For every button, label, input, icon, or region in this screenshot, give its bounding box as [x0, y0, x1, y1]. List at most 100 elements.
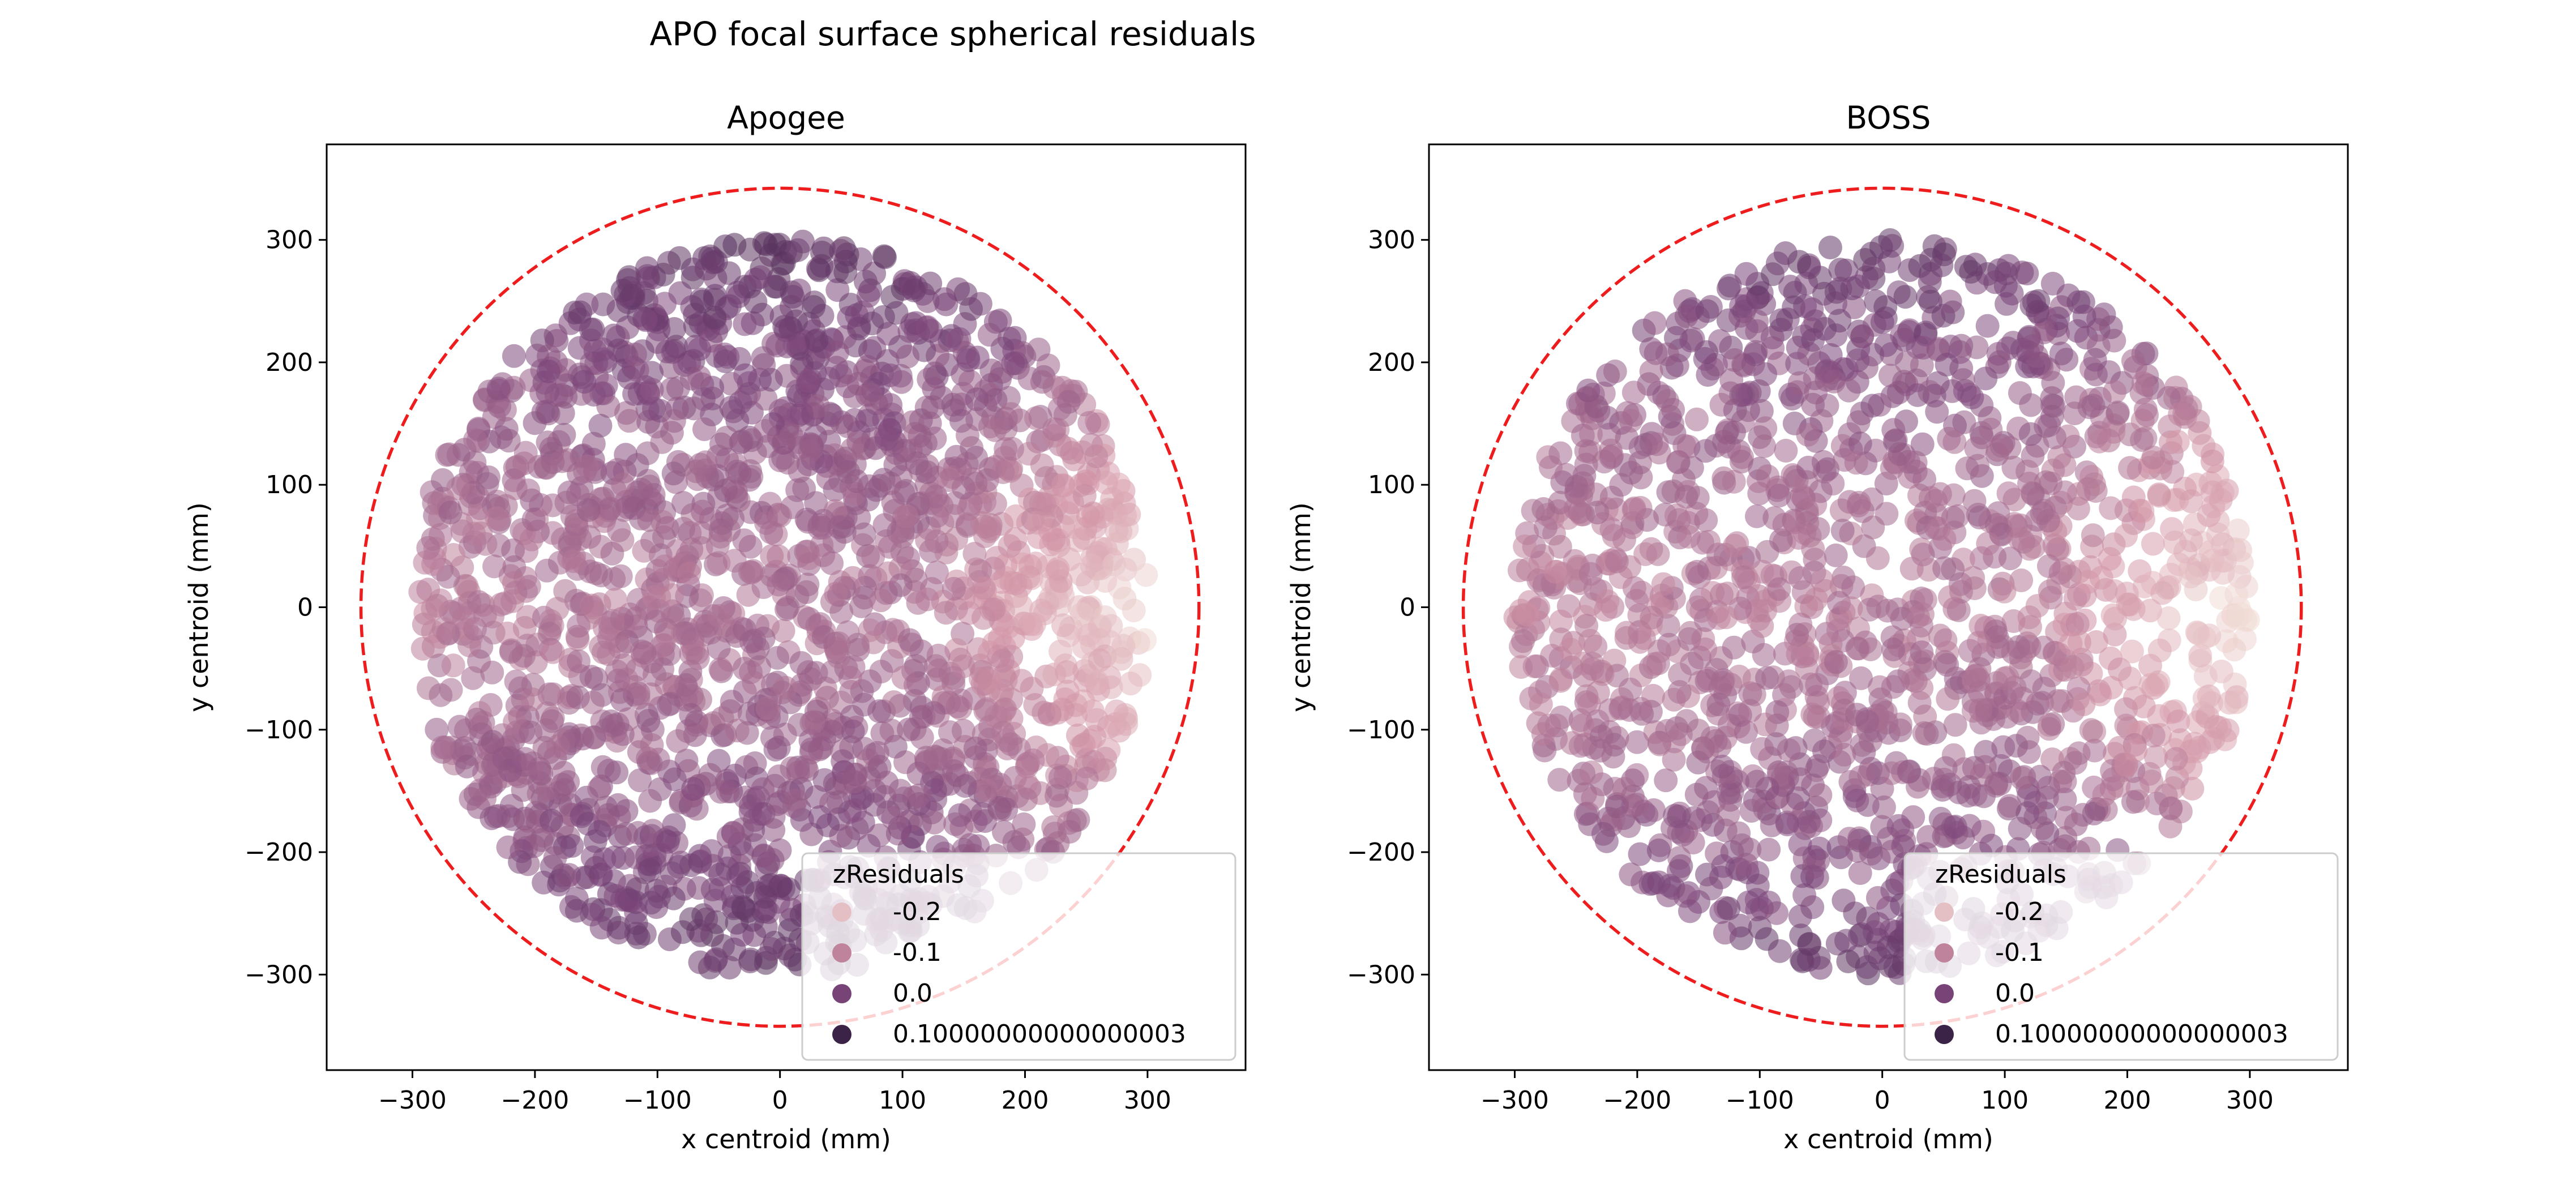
scatter-point	[1112, 587, 1137, 611]
scatter-point	[1609, 473, 1633, 497]
scatter-point	[1685, 559, 1709, 584]
scatter-point	[637, 858, 662, 882]
scatter-point	[1084, 444, 1109, 468]
scatter-point	[572, 370, 596, 394]
scatter-point	[1995, 292, 2018, 316]
panel-boss: −300 −200 −100 0 100 200 300 −300 −200 −100 0 100 20…	[1286, 100, 2349, 1154]
scatter-point	[1938, 585, 1962, 609]
scatter-point	[2141, 532, 2165, 556]
scatter-point	[1642, 311, 1667, 335]
scatter-point	[1998, 546, 2022, 571]
scatter-point	[2178, 395, 2202, 419]
scatter-point	[599, 709, 623, 733]
scatter-point	[810, 241, 834, 264]
x-tick-label: 0	[772, 1086, 788, 1115]
scatter-point	[485, 506, 509, 531]
y-tick-label: 300	[1368, 226, 1415, 255]
scatter-point	[516, 478, 541, 503]
scatter-point	[737, 371, 761, 395]
scatter-point	[1099, 614, 1123, 638]
scatter-point	[983, 418, 1007, 442]
scatter-point	[2226, 518, 2250, 542]
scatter-point	[1752, 434, 1777, 459]
scatter-points	[408, 229, 1158, 982]
scatter-point	[1928, 806, 1953, 831]
scatter-point	[991, 720, 1015, 745]
scatter-point	[1788, 767, 1812, 792]
scatter-point	[2114, 524, 2138, 548]
scatter-point	[1714, 421, 1739, 444]
scatter-point	[1824, 650, 1848, 674]
panels: −300 −200 −100 0 100 200 300 −300 −200 −100 0 100 20…	[183, 100, 2349, 1154]
scatter-point	[2201, 726, 2226, 751]
scatter-point	[2082, 801, 2106, 826]
scatter-point	[1848, 765, 1873, 789]
scatter-point	[861, 545, 885, 569]
scatter-point	[1579, 760, 1603, 785]
x-tick-label: −100	[1726, 1086, 1794, 1115]
scatter-point	[1806, 754, 1830, 778]
scatter-point	[739, 947, 763, 972]
scatter-point	[1568, 500, 1592, 524]
scatter-point	[690, 499, 714, 524]
scatter-point	[579, 318, 603, 342]
scatter-point	[1657, 874, 1681, 898]
scatter-point	[735, 870, 760, 894]
scatter-point	[1765, 901, 1789, 925]
scatter-point	[473, 603, 497, 627]
scatter-point	[2192, 626, 2216, 650]
scatter-point	[1651, 572, 1675, 596]
scatter-point	[452, 606, 476, 630]
scatter-point	[811, 508, 836, 533]
scatter-points	[1503, 228, 2260, 986]
scatter-point	[1767, 484, 1791, 508]
scatter-point	[942, 576, 966, 601]
panel-title: BOSS	[1846, 100, 1931, 136]
scatter-point	[1691, 737, 1715, 761]
scatter-point	[705, 533, 730, 558]
scatter-point	[956, 424, 979, 447]
scatter-point	[1832, 742, 1856, 767]
scatter-point	[1755, 666, 1779, 690]
scatter-point	[938, 720, 962, 745]
scatter-point	[934, 601, 958, 625]
scatter-point	[660, 861, 684, 886]
scatter-point	[1818, 632, 1843, 656]
scatter-point	[820, 720, 844, 744]
scatter-point	[1619, 862, 1643, 887]
scatter-point	[732, 528, 756, 553]
scatter-point	[802, 295, 826, 319]
scatter-point	[2185, 739, 2209, 763]
scatter-point	[993, 697, 1017, 721]
scatter-point	[1093, 746, 1118, 771]
scatter-point	[725, 280, 750, 305]
scatter-point	[1706, 692, 1731, 717]
scatter-point	[576, 498, 601, 522]
scatter-point	[797, 546, 821, 571]
scatter-point	[1844, 451, 1868, 475]
scatter-point	[840, 437, 864, 461]
scatter-point	[662, 317, 686, 341]
scatter-point	[2098, 547, 2122, 571]
scatter-point	[2135, 403, 2159, 427]
scatter-point	[1662, 747, 1686, 772]
scatter-point	[1685, 595, 1710, 619]
scatter-point	[1938, 289, 1962, 314]
scatter-point	[1979, 417, 2003, 442]
x-tick-label: 300	[1124, 1086, 1171, 1115]
scatter-point	[1974, 366, 1998, 391]
scatter-point	[2060, 655, 2085, 679]
scatter-point	[1618, 698, 1642, 722]
scatter-point	[1009, 669, 1034, 693]
scatter-point	[2132, 694, 2156, 718]
scatter-point	[1056, 390, 1081, 414]
scatter-point	[679, 703, 703, 727]
scatter-point	[2147, 482, 2171, 507]
scatter-point	[888, 363, 913, 388]
scatter-point	[1836, 950, 1860, 973]
scatter-point	[754, 914, 778, 939]
legend-box	[1903, 852, 2339, 1061]
scatter-point	[1946, 504, 1970, 528]
scatter-point	[956, 348, 981, 373]
scatter-point	[1734, 262, 1758, 286]
